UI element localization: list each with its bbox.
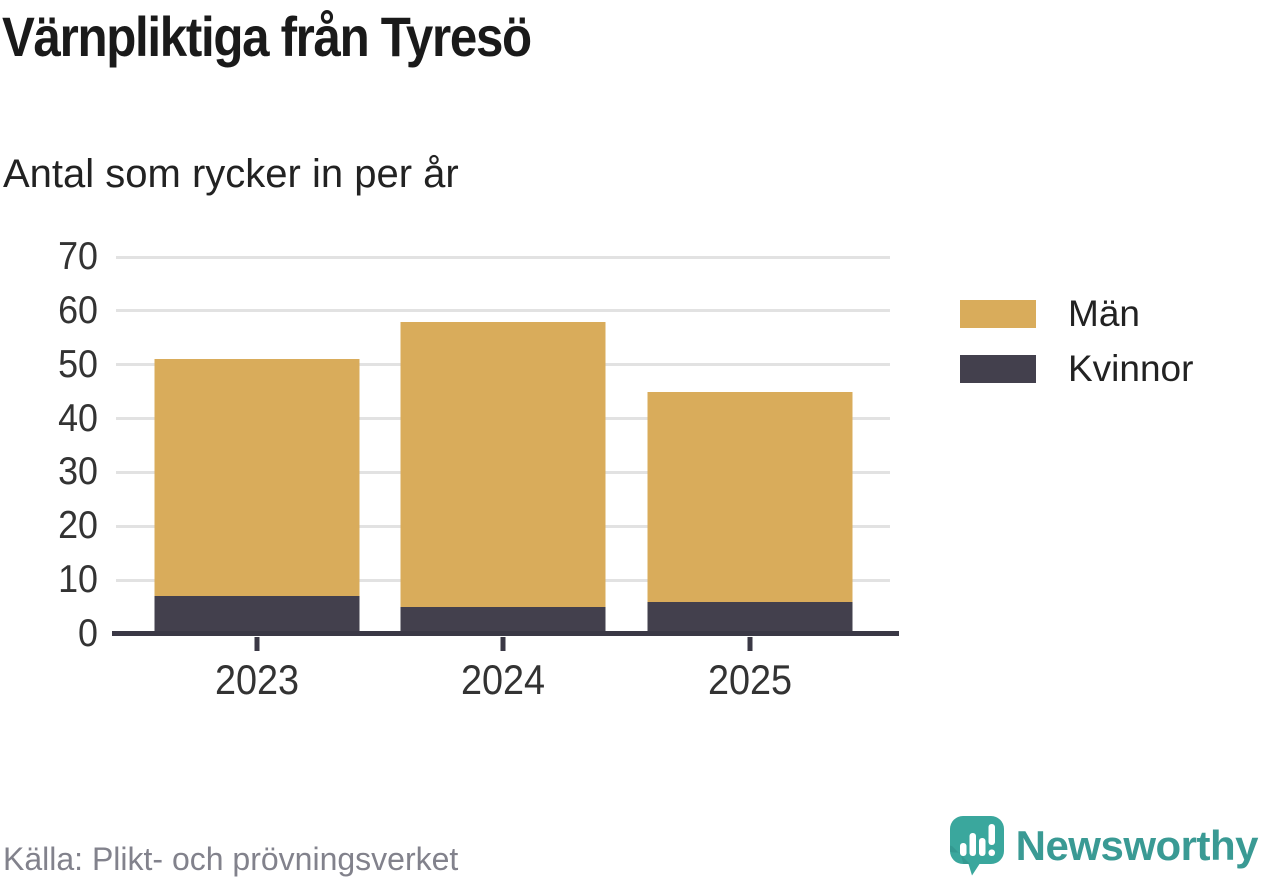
y-tick-label-50: 50	[58, 342, 98, 386]
newsworthy-bar-chart-bubble-icon	[949, 816, 1004, 876]
bar-group-2025	[647, 257, 853, 634]
page-title: Värnpliktiga från Tyresö	[2, 5, 532, 68]
plot-area	[112, 255, 899, 636]
legend-swatch-man	[960, 300, 1036, 328]
legend: Män Kvinnor	[960, 293, 1194, 410]
bar-group-2023	[154, 257, 360, 634]
y-tick-label-40: 40	[58, 396, 98, 440]
legend-item-man: Män	[960, 293, 1193, 334]
x-tick-2025	[747, 637, 753, 651]
legend-item-kvinnor: Kvinnor	[960, 348, 1194, 389]
bar-segment-2025-män	[647, 391, 853, 602]
bar-group-2024	[400, 257, 606, 634]
gridline-60	[116, 309, 890, 313]
bar-segment-2023-kvinnor	[154, 596, 360, 634]
newsworthy-wordmark: Newsworthy	[1015, 822, 1259, 869]
x-tick-2023	[254, 637, 260, 651]
y-tick-label-30: 30	[58, 450, 98, 494]
bar-segment-2023-män	[154, 359, 360, 597]
x-tick-label-2023: 2023	[214, 656, 299, 703]
x-tick-label-2024: 2024	[460, 656, 546, 703]
x-tick-label-2025: 2025	[707, 656, 792, 703]
gridline-70	[116, 255, 890, 259]
y-axis-labels: 0 10 20 30 40 50 60 70	[0, 235, 98, 655]
legend-swatch-kvinnor	[960, 355, 1036, 383]
source-attribution: Källa: Plikt- och prövningsverket	[3, 841, 459, 877]
chart-subtitle: Antal som rycker in per år	[3, 152, 459, 196]
legend-label-man: Män	[1068, 293, 1140, 334]
newsworthy-brand: Newsworthy	[949, 816, 1259, 876]
y-tick-label-60: 60	[58, 288, 98, 332]
x-axis-line	[112, 631, 899, 636]
y-tick-label-20: 20	[58, 504, 98, 548]
y-tick-label-0: 0	[78, 612, 98, 655]
y-tick-label-70: 70	[58, 235, 98, 278]
bar-segment-2025-kvinnor	[647, 601, 853, 634]
bar-segment-2024-kvinnor	[400, 607, 606, 634]
x-tick-2024	[500, 637, 506, 651]
bar-segment-2024-män	[400, 321, 606, 608]
y-tick-label-10: 10	[58, 558, 98, 602]
legend-label-kvinnor: Kvinnor	[1068, 348, 1194, 389]
